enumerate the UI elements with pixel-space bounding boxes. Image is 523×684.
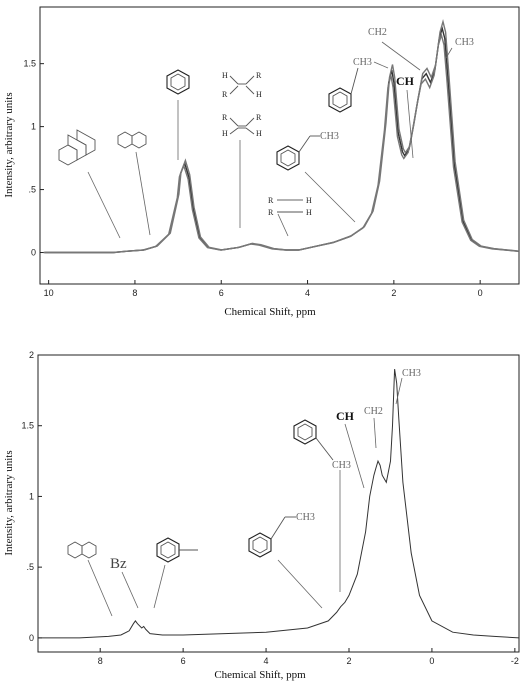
x-tick-label: -2 xyxy=(511,656,519,666)
ch-label-bottom: CH xyxy=(336,409,355,423)
ch3-label-top-ethyl: CH3 xyxy=(320,131,339,142)
plot-frame-bottom xyxy=(37,354,520,653)
chart-top: 0 .5 1 1.5 10 8 6 4 2 0 Intensity, arbitrary uni… xyxy=(3,6,520,318)
ethylbenzene-structure-bottom: CH3 xyxy=(248,512,315,558)
benzene-structure-top xyxy=(166,69,190,95)
x-tick-label: 2 xyxy=(391,288,396,298)
y-tick-label: .5 xyxy=(26,562,34,572)
toluene-structure-top xyxy=(328,67,359,113)
svg-text:H: H xyxy=(222,129,228,138)
ch-label-top: CH xyxy=(396,74,415,88)
y-tick-label: 0 xyxy=(29,633,34,643)
ch2-label-bottom: CH2 xyxy=(364,406,383,417)
svg-text:H: H xyxy=(306,208,312,217)
ch3-label-bottom-toluene: CH3 xyxy=(332,460,351,471)
svg-text:H: H xyxy=(256,90,262,99)
ch2-label-top: CH2 xyxy=(368,27,387,38)
y-axis-label-top: Intensity, arbitrary units xyxy=(3,92,15,197)
svg-text:R: R xyxy=(268,196,274,205)
svg-text:H: H xyxy=(306,196,312,205)
x-tick-label: 8 xyxy=(132,288,137,298)
svg-text:H: H xyxy=(222,71,228,80)
y-tick-label: 2 xyxy=(29,350,34,360)
naphthalene-structure-bottom xyxy=(67,541,97,559)
plot-frame-top xyxy=(39,6,520,285)
x-tick-label: 4 xyxy=(264,656,269,666)
spectrum-series-line xyxy=(45,19,520,254)
toluene-structure-bottom xyxy=(156,537,198,563)
y-tick-label: 0 xyxy=(31,248,36,258)
annotation-arrows-top xyxy=(87,41,453,239)
x-axis-label-bottom: Chemical Shift, ppm xyxy=(214,669,306,681)
phenanthrene-structure xyxy=(58,129,96,166)
annotation-arrows-bottom xyxy=(87,377,403,617)
svg-text:R: R xyxy=(222,113,228,122)
toluene-structure-bottom-2 xyxy=(293,419,334,461)
y-tick-label: 1 xyxy=(31,122,36,132)
ch3-label-top-toluene: CH3 xyxy=(353,57,372,68)
ethylbenzene-structure-top: CH3 xyxy=(276,131,339,171)
svg-text:R: R xyxy=(256,113,262,122)
ch3-label-top-right: CH3 xyxy=(455,37,474,48)
x-tick-label: 2 xyxy=(346,656,351,666)
svg-text:R: R xyxy=(222,90,228,99)
y-tick-label: 1.5 xyxy=(23,59,36,69)
ch3-label-bottom-ethyl: CH3 xyxy=(296,512,315,523)
y-axis-label-bottom: Intensity, arbitrary units xyxy=(3,450,15,555)
x-tick-label: 6 xyxy=(219,288,224,298)
bz-label: Bz xyxy=(110,556,127,572)
y-tick-label: 1.5 xyxy=(21,421,34,431)
x-tick-label: 6 xyxy=(181,656,186,666)
spectrum-series-line xyxy=(43,32,519,254)
x-tick-label: 0 xyxy=(478,288,483,298)
x-tick-label: 0 xyxy=(429,656,434,666)
ch3-label-bottom-right: CH3 xyxy=(402,368,421,379)
svg-text:H: H xyxy=(256,129,262,138)
chart-bottom: 0 .5 1 1.5 2 8 6 4 2 0 -2 Intensity, arbitrary un… xyxy=(3,350,520,681)
x-tick-label: 10 xyxy=(44,288,54,298)
y-tick-label: .5 xyxy=(28,185,36,195)
y-tick-label: 1 xyxy=(29,491,34,501)
x-tick-label: 8 xyxy=(98,656,103,666)
spectrum-series-line xyxy=(38,369,520,639)
x-tick-label: 4 xyxy=(305,288,310,298)
x-axis-label-top: Chemical Shift, ppm xyxy=(224,306,316,318)
svg-text:R: R xyxy=(256,71,262,80)
naphthalene-structure-top xyxy=(117,131,147,149)
svg-text:R: R xyxy=(268,208,274,217)
